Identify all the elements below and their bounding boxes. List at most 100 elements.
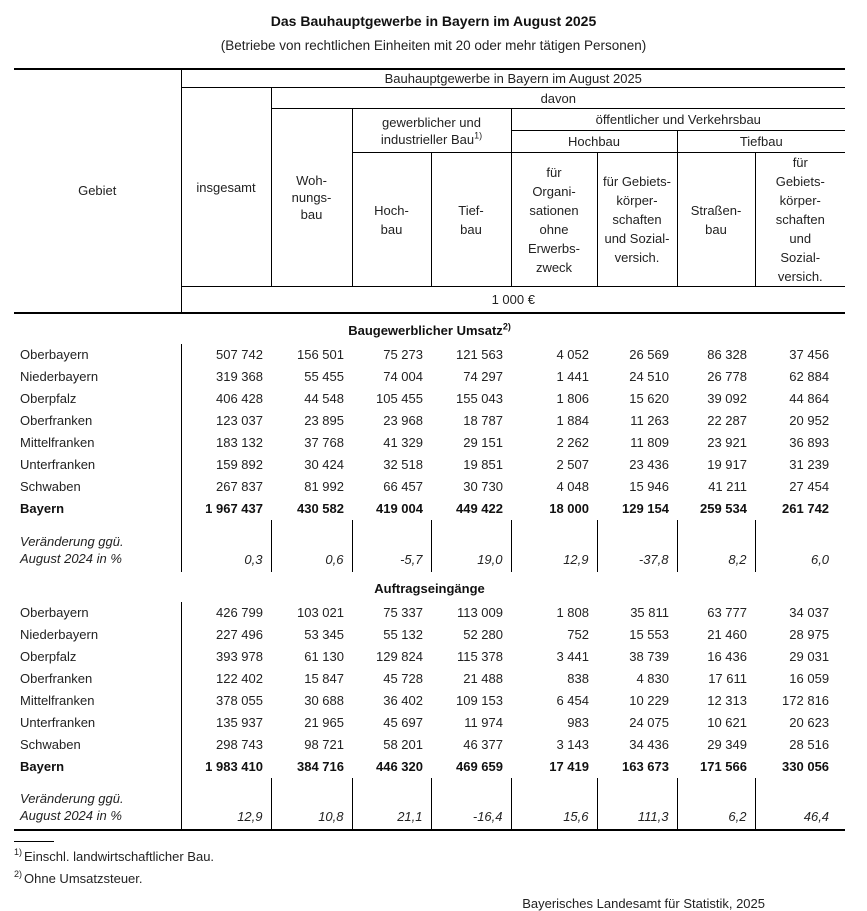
value-cell: 30 730 [463, 479, 503, 494]
value-cell: 378 055 [216, 693, 263, 708]
value-cell: 24 075 [629, 715, 669, 730]
davon-header: davon [271, 87, 846, 109]
value-cell: 3 143 [556, 737, 589, 752]
value-cell: 384 716 [297, 759, 344, 774]
region-label: Unterfranken [14, 711, 182, 734]
section-heading: Auftragseingänge [14, 572, 845, 602]
value-cell: 319 368 [216, 369, 263, 384]
value-cell: 26 778 [707, 369, 747, 384]
value-cell: 6 454 [556, 693, 589, 708]
value-cell: 11 263 [630, 413, 669, 428]
value-cell: 393 978 [216, 649, 263, 664]
value-cell: 38 739 [629, 649, 669, 664]
change-row: Veränderung ggü. August 2024 in % 12,9 10,… [14, 777, 846, 831]
value-cell: 298 743 [216, 737, 263, 752]
value-cell: 44 864 [789, 391, 830, 406]
change-value-cell: -37,8 [597, 519, 678, 572]
table-row: Unterfranken 159 892 30 424 32 518 19 851 2 5… [14, 453, 845, 476]
page-title: Das Bauhauptgewerbe in Bayern im August … [270, 13, 597, 29]
footnotes: 1) Einschl. landwirtschaftlicher Bau. 2) O… [14, 840, 867, 886]
value-cell: 1 884 [556, 413, 589, 428]
value-cell: 74 297 [463, 369, 503, 384]
value-cell: 163 673 [622, 759, 669, 774]
table-row: Niederbayern 319 368 55 455 74 004 74 297 1 4… [14, 365, 845, 388]
value-cell: 105 455 [376, 391, 423, 406]
value-cell: 30 688 [304, 693, 344, 708]
change-value-cell: 21,1 [352, 777, 432, 831]
statistics-table: Gebiet Bauhauptgewerbe in Bayern im Augu… [14, 68, 846, 831]
value-cell: 41 211 [708, 479, 747, 494]
value-cell: 11 974 [464, 715, 503, 730]
col-header-fuer-gebietskoerperschaften-tiefbau: für Gebiets- körper- schaften und Sozial… [755, 152, 846, 287]
value-cell: 261 742 [782, 501, 830, 516]
value-cell: 22 287 [707, 413, 747, 428]
change-value-cell: 12,9 [511, 519, 598, 572]
value-cell: 23 436 [629, 457, 669, 472]
value-cell: 4 830 [636, 671, 669, 686]
change-value-cell: 10,8 [271, 777, 353, 831]
footnote-ref-1: 1) [474, 130, 483, 141]
value-cell: 406 428 [216, 391, 263, 406]
value-cell: 31 239 [789, 457, 830, 472]
change-value-cell: 8,2 [677, 519, 756, 572]
value-cell: 129 824 [376, 649, 423, 664]
value-cell: 129 154 [622, 501, 669, 516]
table-row: Oberfranken 122 402 15 847 45 728 21 488 838 4… [14, 667, 845, 690]
value-cell: 24 510 [629, 369, 669, 384]
value-cell: 159 892 [216, 457, 263, 472]
change-value-cell: 0,6 [271, 519, 353, 572]
value-cell: 4 048 [556, 479, 589, 494]
value-cell: 10 229 [629, 693, 669, 708]
value-cell: 62 884 [789, 369, 830, 384]
table-header: Gebiet Bauhauptgewerbe in Bayern im Augu… [14, 68, 846, 314]
value-cell: 15 553 [629, 627, 669, 642]
value-cell: 15 946 [629, 479, 669, 494]
value-cell: 45 728 [383, 671, 423, 686]
value-cell: 45 697 [383, 715, 423, 730]
value-cell: 20 952 [789, 413, 830, 428]
col-header-tiefbau: Tief- bau [431, 152, 512, 287]
region-label: Bayern [14, 497, 182, 520]
value-cell: 446 320 [376, 759, 423, 774]
region-label: Mittelfranken [14, 689, 182, 712]
value-cell: 426 799 [216, 605, 263, 620]
col-header-gebiet: Gebiet [14, 68, 182, 314]
value-cell: 449 422 [456, 501, 503, 516]
value-cell: 75 273 [383, 347, 423, 362]
value-cell: 12 313 [707, 693, 747, 708]
footnote-1-marker: 1) [14, 847, 23, 858]
change-value-cell: 15,6 [511, 777, 598, 831]
change-value-cell: 12,9 [181, 777, 272, 831]
col-header-hochbau: Hoch- bau [352, 152, 432, 287]
change-row: Veränderung ggü. August 2024 in % 0,3 0,6-… [14, 519, 845, 572]
footnote-2-text: Ohne Umsatzsteuer. [24, 870, 143, 886]
value-cell: 36 402 [383, 693, 423, 708]
value-cell: 156 501 [297, 347, 344, 362]
value-cell: 469 659 [456, 759, 503, 774]
change-value-cell: 111,3 [597, 777, 678, 831]
value-cell: 34 436 [629, 737, 669, 752]
value-cell: 172 816 [782, 693, 830, 708]
region-label: Oberpfalz [14, 645, 182, 668]
region-label: Oberbayern [14, 343, 182, 366]
change-value-cell: 19,0 [431, 519, 512, 572]
value-cell: 61 130 [304, 649, 344, 664]
value-cell: 103 021 [297, 605, 344, 620]
value-cell: 17 419 [549, 759, 589, 774]
table-header-title: Bauhauptgewerbe in Bayern im August 2025 [181, 68, 846, 88]
value-cell: 52 280 [463, 627, 503, 642]
value-cell: 37 768 [304, 435, 344, 450]
table-row: Unterfranken 135 937 21 965 45 697 11 974 983… [14, 711, 845, 734]
value-cell: 17 611 [708, 671, 747, 686]
region-label: Oberbayern [14, 601, 182, 624]
value-cell: 330 056 [782, 759, 830, 774]
value-cell: 122 402 [216, 671, 263, 686]
value-cell: 32 518 [383, 457, 423, 472]
section-body-umsatz: Baugewerblicher Umsatz2) Oberbayern 507 74… [14, 313, 845, 572]
value-cell: 35 811 [630, 605, 669, 620]
value-cell: 227 496 [216, 627, 263, 642]
value-cell: 11 809 [630, 435, 669, 450]
group-header-gewerblicher-bau: gewerblicher und industrieller Bau1) [352, 108, 512, 153]
region-label: Oberfranken [14, 409, 182, 432]
